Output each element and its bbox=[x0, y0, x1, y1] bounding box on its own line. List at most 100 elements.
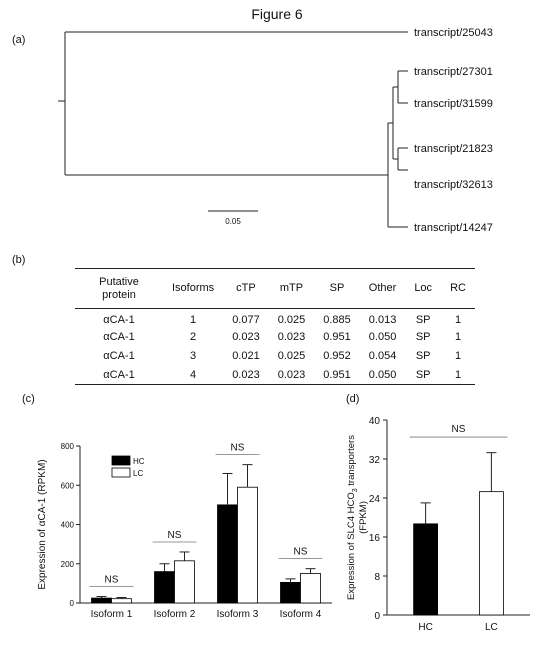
x-tick-label: Isoform 4 bbox=[280, 609, 322, 620]
table-cell: 0.050 bbox=[359, 365, 406, 385]
y-tick-label: 24 bbox=[369, 494, 381, 505]
bar-lc bbox=[174, 560, 195, 604]
y-tick-label: 40 bbox=[369, 416, 381, 427]
panel-label-d: (d) bbox=[346, 393, 360, 405]
y-tick-label: 0 bbox=[374, 611, 380, 622]
table-header: Loc bbox=[405, 268, 442, 309]
y-axis-title: Expression of αCA-1 (RPKM) bbox=[37, 459, 48, 589]
table-cell: SP bbox=[415, 331, 431, 343]
table-cell: 0.021 bbox=[232, 350, 260, 362]
y-axis-title: Expression of SLC4 HCO3 transporters bbox=[346, 435, 359, 600]
table-row: αCA-1 1 0.077 0.025 0.885 0.013 SP 1 bbox=[75, 309, 475, 328]
table-cell: αCA-1 bbox=[103, 313, 135, 326]
tree-leaf-label: transcript/27301 bbox=[414, 66, 493, 78]
bar-hc bbox=[154, 571, 175, 604]
bar-lc bbox=[237, 486, 258, 604]
y-axis-title-subscript: 3 bbox=[352, 488, 359, 492]
table-cell: 0.013 bbox=[368, 313, 397, 326]
table-cell: 2 bbox=[190, 331, 197, 343]
legend-swatch-lc bbox=[111, 467, 131, 478]
table-header: cTP bbox=[223, 268, 269, 309]
tree-leaf-label: transcript/21823 bbox=[414, 143, 493, 155]
y-tick-label: 800 bbox=[61, 442, 75, 451]
significance-label: NS bbox=[168, 530, 182, 541]
significance-label: NS bbox=[231, 443, 245, 454]
panel-label-b: (b) bbox=[12, 254, 26, 266]
tree-leaf-label: transcript/14247 bbox=[414, 222, 493, 234]
table-cell: 0.023 bbox=[232, 331, 260, 343]
bar-lc bbox=[478, 491, 504, 616]
significance-label: NS bbox=[294, 547, 308, 558]
table-header-row: Putative protein Isoforms cTP mTP SP Oth… bbox=[75, 268, 475, 309]
figure-title: Figure 6 bbox=[251, 6, 303, 22]
table-row: αCA-1 2 0.023 0.023 0.951 0.050 SP 1 bbox=[75, 328, 475, 347]
y-tick-label: 200 bbox=[61, 560, 75, 569]
y-axis-title-part: transporters bbox=[346, 435, 357, 489]
table-cell: 0.025 bbox=[277, 350, 306, 362]
table-header: Other bbox=[359, 268, 406, 309]
significance-label: NS bbox=[105, 575, 119, 586]
scale-bar-label: 0.05 bbox=[225, 217, 241, 226]
tree-branches bbox=[58, 31, 408, 228]
table-header: mTP bbox=[268, 268, 315, 309]
table-cell: 0.023 bbox=[277, 331, 306, 343]
bar-hc bbox=[280, 581, 301, 604]
table-cell: 0.050 bbox=[368, 331, 397, 343]
legend-swatch-hc bbox=[111, 455, 131, 466]
y-axis-title-line2: (FPKM) bbox=[358, 501, 369, 534]
legend-label: HC bbox=[133, 457, 145, 466]
tree-leaf-label: transcript/32613 bbox=[414, 179, 493, 191]
table-row: αCA-1 4 0.023 0.023 0.951 0.050 SP 1 bbox=[75, 365, 475, 385]
table-row: αCA-1 3 0.021 0.025 0.952 0.054 SP 1 bbox=[75, 347, 475, 366]
y-tick-label: 16 bbox=[369, 533, 381, 544]
table-cell: 0.951 bbox=[314, 365, 360, 385]
table-cell: 4 bbox=[163, 365, 224, 385]
table-cell: 3 bbox=[190, 350, 197, 362]
table-header: SP bbox=[314, 268, 360, 309]
table-cell: 0.023 bbox=[268, 365, 315, 385]
y-tick-label: 0 bbox=[70, 599, 75, 608]
table-cell: 1 bbox=[454, 331, 462, 343]
legend-label: LC bbox=[133, 469, 143, 478]
y-axis-title-part: Expression of SLC4 HCO bbox=[346, 492, 357, 600]
x-tick-label: LC bbox=[485, 622, 498, 633]
table-cell: SP bbox=[415, 350, 431, 362]
table-cell: αCA-1 bbox=[103, 350, 135, 362]
y-tick-label: 32 bbox=[369, 455, 381, 466]
table-cell: 1 bbox=[441, 365, 475, 385]
table-header: RC bbox=[441, 268, 475, 309]
table-cell: 0.025 bbox=[277, 313, 306, 326]
table-cell: 1 bbox=[454, 350, 462, 362]
significance-label: NS bbox=[452, 424, 466, 435]
table-cell: αCA-1 bbox=[103, 331, 135, 343]
table-cell: 0.023 bbox=[223, 365, 269, 385]
phylogenetic-tree: transcript/25043 transcript/27301 transc… bbox=[58, 27, 493, 234]
table-cell: 1 bbox=[190, 313, 197, 326]
table-cell: 0.077 bbox=[232, 313, 260, 326]
y-tick-label: 400 bbox=[61, 521, 75, 530]
targeting-prediction-table: Putative protein Isoforms cTP mTP SP Oth… bbox=[75, 268, 475, 385]
x-tick-label: Isoform 1 bbox=[91, 609, 133, 620]
isoform-expression-chart: 0 200 400 600 800 Isoform 1 NS Isoform 2 NS Isofo… bbox=[37, 442, 332, 620]
x-tick-label: HC bbox=[418, 622, 432, 633]
table-header: Isoforms bbox=[163, 268, 224, 309]
table-header: Putative protein bbox=[75, 268, 163, 309]
x-tick-label: Isoform 2 bbox=[154, 609, 196, 620]
table-cell: αCA-1 bbox=[75, 365, 163, 385]
bar-lc bbox=[300, 573, 321, 604]
bar-hc bbox=[91, 597, 112, 604]
bar-lc bbox=[111, 598, 132, 604]
slc4-expression-chart: 0 8 16 24 32 40 HC LC NS Expression of SLC4 HCO3 … bbox=[346, 416, 530, 633]
table-cell: 0.054 bbox=[368, 350, 397, 362]
table-cell: 0.952 bbox=[323, 350, 351, 362]
tree-leaf-label: transcript/25043 bbox=[414, 27, 493, 39]
y-tick-label: 8 bbox=[374, 572, 380, 583]
x-tick-label: Isoform 3 bbox=[217, 609, 259, 620]
table-cell: SP bbox=[405, 365, 442, 385]
table-cell: 1 bbox=[454, 313, 462, 326]
y-tick-label: 600 bbox=[61, 481, 75, 490]
panel-label-a: (a) bbox=[12, 34, 26, 46]
table-cell: 0.951 bbox=[323, 331, 351, 343]
bar-hc bbox=[217, 504, 238, 604]
tree-leaf-label: transcript/31599 bbox=[414, 98, 493, 110]
